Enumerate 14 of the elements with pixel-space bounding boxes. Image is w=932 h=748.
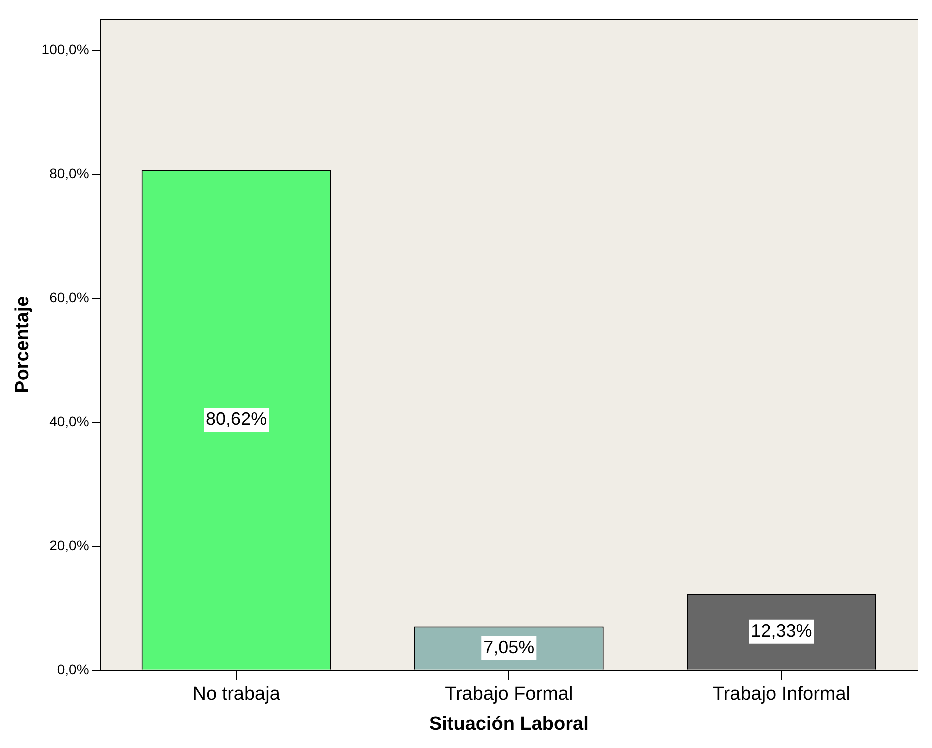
x-tick-label: Trabajo Informal bbox=[712, 684, 851, 706]
y-tick-label: 0,0% bbox=[57, 661, 90, 678]
data-label: 80,62% bbox=[206, 409, 268, 430]
y-tick-label: 20,0% bbox=[50, 537, 90, 554]
y-axis-title: Porcentaje bbox=[12, 296, 34, 394]
x-axis-title: Situación Laboral bbox=[429, 714, 589, 735]
x-tick-label: No trabaja bbox=[192, 684, 281, 706]
y-tick-label: 40,0% bbox=[50, 413, 90, 430]
y-tick-label: 100,0% bbox=[42, 41, 90, 58]
x-tick-label: Trabajo Formal bbox=[445, 684, 574, 706]
data-label: 12,33% bbox=[751, 620, 812, 641]
data-label: 7,05% bbox=[484, 637, 535, 658]
y-tick-label: 80,0% bbox=[50, 165, 90, 182]
y-tick-label: 60,0% bbox=[50, 289, 90, 306]
